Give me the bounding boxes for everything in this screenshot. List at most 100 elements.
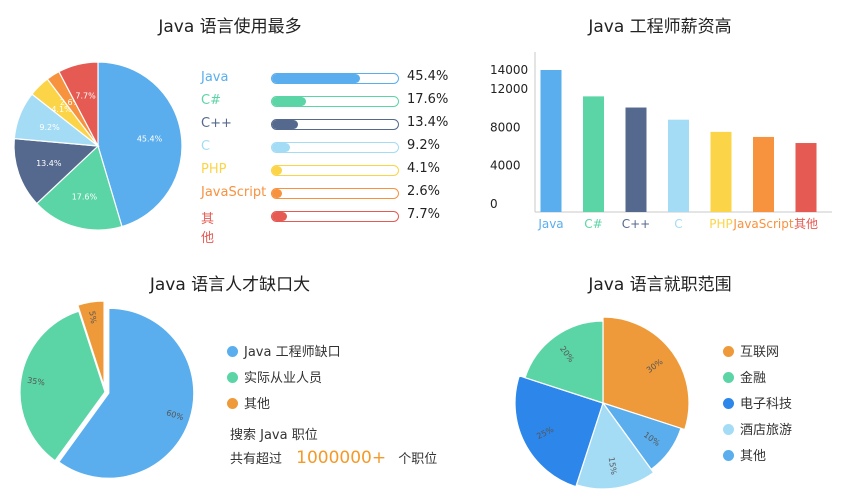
chart2-bar [753, 136, 774, 212]
legend-dot [723, 346, 734, 357]
legend-dot [227, 398, 238, 409]
chart1-slice-label-3: 9.2% [39, 123, 60, 132]
progress-fill [272, 189, 283, 198]
chart3-title: Java 语言人才缺口大 [149, 275, 311, 295]
legend-percent: 7.7% [407, 207, 441, 222]
legend-label: 酒店旅游 [740, 423, 793, 438]
chart2-xtick-label: JavaScript [732, 217, 793, 231]
progress-fill [272, 97, 307, 106]
chart2-bar [583, 96, 604, 212]
progress-fill [272, 74, 361, 83]
legend-label: C++ [201, 116, 232, 131]
chart1-slice-label-1: 17.6% [72, 192, 98, 201]
legend-label: 其他 [244, 397, 271, 412]
progress-track [271, 142, 399, 153]
legend-label: 其他 [740, 449, 767, 464]
chart2-bar [540, 70, 562, 212]
chart2-ytick-label: 14000 [490, 63, 528, 77]
legend-label: C [201, 139, 211, 154]
chart2-ytick-label: 8000 [490, 120, 521, 134]
chart4-slice-label-2: 15% [607, 456, 619, 475]
legend-percent: 2.6% [407, 184, 441, 199]
legend-dot [227, 372, 238, 383]
chart4-slice-4 [524, 320, 604, 404]
chart2-xtick-label: C++ [622, 217, 651, 231]
legend-label: 实际从业人员 [244, 371, 323, 386]
chart4-legend-item: 酒店旅游 [723, 419, 792, 438]
chart1-slice-2 [13, 137, 100, 205]
progress-track [271, 119, 399, 130]
chart2-bar [710, 131, 732, 212]
chart4-slice-3 [514, 375, 604, 488]
legend-dot [723, 450, 734, 461]
chart2-ytick-label: 0 [490, 197, 498, 211]
legend-label: 金融 [740, 371, 767, 386]
legend-label: 互联网 [740, 345, 780, 360]
progress-track [271, 188, 399, 199]
chart4-legend-item: 金融 [723, 367, 766, 386]
chart1-slice-label-4: 4.1% [51, 105, 72, 114]
chart3-slice-label-2: 5% [87, 310, 98, 324]
chart2-xtick-label: C# [584, 217, 602, 231]
chart3-legend-item: 其他 [227, 393, 270, 412]
legend-dot [227, 346, 238, 357]
legend-dot [723, 424, 734, 435]
progress-track [271, 73, 399, 84]
chart2-bar [795, 143, 817, 212]
legend-percent: 17.6% [407, 92, 449, 107]
note-suffix: 个职位 [398, 452, 438, 467]
progress-fill [272, 143, 290, 152]
legend-dot [723, 372, 734, 383]
chart2-ytick-label: 4000 [490, 159, 521, 173]
chart1-title: Java 语言使用最多 [158, 17, 302, 37]
chart4-title: Java 语言就职范围 [588, 275, 732, 295]
chart3-slice-label-1: 35% [27, 376, 46, 388]
progress-track [271, 96, 399, 107]
legend-label: 电子科技 [740, 397, 793, 412]
legend-label: JavaScript [201, 185, 267, 200]
chart3-legend-item: 实际从业人员 [227, 367, 322, 386]
progress-track [271, 211, 399, 222]
chart2-title: Java 工程师薪资高 [588, 17, 732, 37]
legend-label: 其他 [201, 212, 215, 246]
legend-percent: 45.4% [407, 69, 449, 84]
chart1-slice-label-5: 2.6% [60, 98, 81, 107]
chart4-slice-0 [602, 316, 690, 431]
legend-label: Java 工程师缺口 [244, 345, 341, 360]
chart2-xtick-label: 其他 [794, 217, 818, 231]
chart2-bar [625, 107, 647, 212]
note-prefix: 共有超过 [230, 452, 283, 467]
chart2-xtick-label: Java [537, 217, 563, 231]
chart1-slice-label-6: 7.7% [75, 91, 96, 100]
chart4-legend-item: 其他 [723, 445, 766, 464]
progress-fill [272, 120, 299, 129]
legend-label: PHP [201, 162, 227, 177]
chart1-slice-6 [58, 61, 99, 147]
chart4-legend-item: 电子科技 [723, 393, 792, 412]
chart2-xtick-label: C [674, 217, 682, 231]
chart2-bar [668, 119, 689, 212]
chart1-slice-label-2: 13.4% [36, 159, 62, 168]
chart3-note-line2: 共有超过 1000000+ 个职位 [230, 448, 437, 468]
chart2-xtick-label: PHP [709, 217, 733, 231]
legend-percent: 13.4% [407, 115, 449, 130]
progress-track [271, 165, 399, 176]
chart1-slice-label-0: 45.4% [137, 134, 163, 143]
chart4-legend-item: 互联网 [723, 341, 779, 360]
chart3-slice-1 [19, 310, 106, 462]
chart2-ytick-label: 12000 [490, 82, 528, 96]
chart3-slice-0 [58, 307, 195, 479]
chart3-slice-2 [77, 300, 105, 387]
progress-fill [272, 166, 283, 175]
progress-fill [272, 212, 287, 221]
legend-dot [723, 398, 734, 409]
legend-label: Java [201, 70, 229, 85]
legend-percent: 9.2% [407, 138, 441, 153]
legend-percent: 4.1% [407, 161, 441, 176]
chart1-slice-0 [97, 61, 183, 228]
chart4-slice-2 [575, 401, 655, 490]
legend-label: C# [201, 93, 221, 108]
chart1-slice-1 [35, 144, 123, 231]
chart3-note-line1: 搜索 Java 职位 [230, 428, 318, 443]
